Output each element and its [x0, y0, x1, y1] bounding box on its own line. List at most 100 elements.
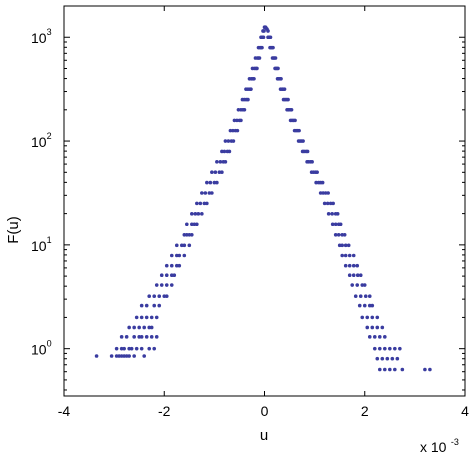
data-point	[195, 222, 199, 227]
x-tick-label: -2	[158, 403, 171, 419]
data-point	[340, 243, 344, 248]
y-tick-exponent: 3	[47, 27, 52, 37]
data-point	[232, 118, 237, 123]
data-point	[377, 367, 382, 372]
data-point	[331, 201, 335, 206]
data-point	[337, 243, 342, 248]
data-point	[321, 191, 325, 195]
data-point	[398, 346, 402, 351]
data-point	[134, 315, 139, 320]
data-point	[362, 303, 367, 308]
data-point	[305, 149, 310, 154]
data-point	[276, 66, 280, 71]
data-point	[355, 283, 360, 287]
data-point	[377, 335, 382, 339]
data-point	[355, 263, 360, 268]
data-point	[202, 201, 207, 206]
data-point	[147, 346, 152, 351]
data-point	[159, 273, 164, 278]
data-point	[172, 273, 177, 278]
data-point	[220, 170, 224, 175]
data-point	[132, 335, 136, 339]
data-point	[127, 354, 131, 358]
data-points	[94, 25, 432, 372]
data-point	[347, 253, 352, 258]
data-point	[132, 354, 136, 358]
data-point	[213, 170, 218, 175]
data-point	[195, 201, 199, 206]
data-point	[330, 222, 335, 227]
data-point	[169, 253, 174, 258]
data-point	[132, 325, 136, 330]
data-point	[239, 118, 243, 123]
data-point	[227, 149, 232, 154]
data-point	[261, 35, 266, 40]
data-point	[127, 346, 131, 351]
data-point	[328, 201, 333, 206]
data-point	[196, 212, 201, 216]
data-point	[383, 346, 387, 351]
data-point	[169, 283, 174, 287]
data-point	[210, 170, 214, 175]
data-point	[236, 108, 241, 112]
data-point	[314, 180, 318, 185]
y-tick-base: 10	[31, 238, 47, 254]
data-point	[198, 201, 203, 206]
y-tick-label: 103	[31, 27, 52, 46]
y-axis-label: F(u)	[5, 216, 22, 244]
data-point	[223, 139, 228, 143]
data-point	[310, 160, 314, 164]
data-point	[346, 243, 351, 248]
data-point	[293, 118, 297, 123]
data-point	[393, 346, 397, 351]
axis-labels: u F(u) x 10 -3	[5, 216, 459, 455]
data-point	[375, 315, 380, 320]
y-tick-label: 102	[31, 131, 52, 150]
data-point	[271, 45, 275, 50]
data-point	[185, 233, 189, 237]
data-point	[154, 315, 159, 320]
data-point	[333, 222, 338, 227]
data-point	[347, 273, 352, 278]
data-point	[154, 335, 159, 339]
data-point	[360, 283, 365, 287]
data-point	[365, 315, 370, 320]
data-point	[177, 263, 182, 268]
data-point	[353, 294, 358, 299]
data-point	[370, 315, 375, 320]
data-point	[190, 222, 194, 227]
data-point	[231, 139, 236, 143]
data-point	[326, 212, 331, 216]
data-point	[174, 243, 179, 248]
data-point	[355, 273, 360, 278]
data-point	[301, 139, 305, 143]
data-point	[212, 180, 217, 185]
data-point	[330, 212, 334, 216]
y-tick-base: 10	[31, 342, 47, 358]
data-point	[423, 367, 427, 372]
data-point	[358, 273, 363, 278]
data-point	[94, 354, 99, 358]
data-point	[289, 108, 294, 112]
data-point	[217, 170, 222, 175]
data-point	[235, 128, 240, 133]
data-point	[144, 315, 149, 320]
data-point	[372, 346, 377, 351]
data-point	[220, 149, 224, 154]
data-point	[383, 335, 387, 339]
data-point	[169, 273, 174, 278]
data-point	[342, 233, 347, 237]
data-point	[351, 273, 356, 278]
data-point	[215, 160, 219, 164]
data-point	[372, 335, 377, 339]
data-point	[367, 335, 372, 339]
data-point	[174, 253, 179, 258]
data-point	[139, 346, 144, 351]
data-point	[380, 325, 385, 330]
data-point	[315, 170, 319, 175]
y-tick-base: 10	[31, 30, 47, 46]
data-point	[326, 191, 330, 195]
data-point	[428, 367, 432, 372]
data-point	[380, 356, 385, 361]
